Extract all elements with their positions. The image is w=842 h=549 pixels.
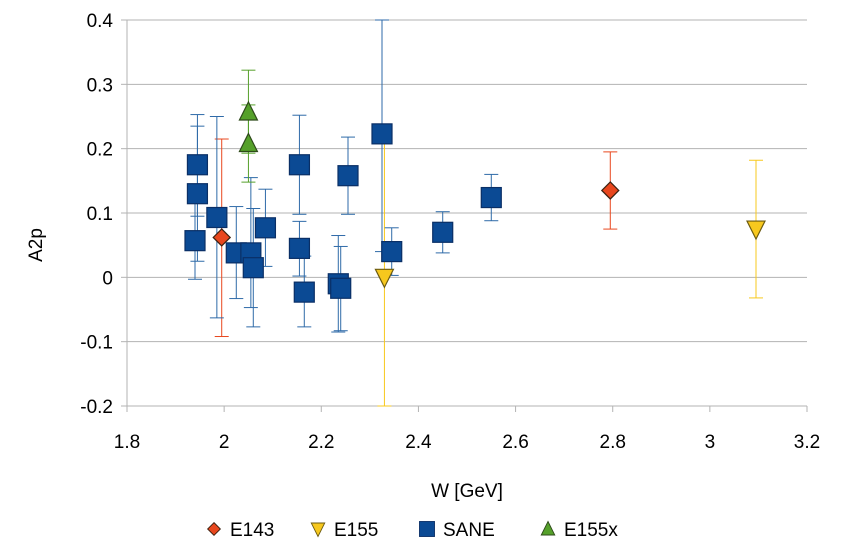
y-tick-label: 0.1 — [87, 204, 113, 225]
x-axis-title: W [GeV] — [431, 481, 503, 502]
point-sane — [206, 206, 228, 229]
legend-label-e155: E155 — [334, 520, 378, 541]
point-sane — [184, 230, 206, 252]
axes — [121, 19, 808, 412]
x-tick-label: 2 — [219, 432, 230, 453]
legend: E143 E155 SANE E155x — [206, 520, 618, 541]
point-sane — [337, 165, 359, 187]
x-tick-label: 2.6 — [502, 432, 528, 453]
y-axis-title: A2p — [26, 228, 47, 262]
point-sane — [186, 183, 209, 205]
point-sane — [432, 221, 454, 243]
point-sane — [371, 123, 393, 145]
point-sane — [288, 154, 311, 176]
legend-marker-e155x — [540, 520, 556, 536]
legend-marker-e155 — [310, 522, 326, 538]
x-tick-label: 2.2 — [308, 432, 334, 453]
point-sane — [186, 154, 209, 176]
point-e143 — [212, 228, 232, 247]
y-tick-label: -0.1 — [80, 333, 113, 354]
legend-label-sane: SANE — [443, 520, 495, 541]
y-tick-label: 0 — [102, 268, 113, 289]
x-tick-label: 3.2 — [794, 432, 820, 453]
legend-label-e155x: E155x — [564, 520, 618, 541]
data-markers — [184, 100, 766, 303]
y-tick-label: 0.4 — [87, 11, 114, 32]
x-tick-label: 2.8 — [600, 432, 626, 453]
tick-labels: 0.4 0.3 0.2 0.1 0 -0.1 -0.21.8 2 2.2 2.4 2.6 2.8 3 3.… — [80, 11, 820, 453]
legend-label-e143: E143 — [230, 520, 274, 541]
gridlines — [127, 19, 807, 407]
point-sane — [480, 186, 502, 209]
x-tick-label: 3 — [705, 432, 716, 453]
y-tick-label: 0.3 — [87, 75, 113, 96]
point-e155x — [238, 100, 259, 121]
legend-marker-e143 — [206, 521, 222, 537]
x-tick-label: 2.4 — [405, 432, 432, 453]
point-sane — [381, 241, 403, 263]
point-sane — [330, 277, 352, 299]
y-tick-label: 0.2 — [87, 140, 113, 161]
point-sane — [254, 217, 277, 239]
x-tick-label: 1.8 — [114, 432, 140, 453]
point-sane — [288, 237, 311, 259]
point-e143 — [600, 181, 620, 200]
point-e155x — [238, 132, 259, 153]
y-tick-label: -0.2 — [80, 397, 113, 418]
point-e155 — [746, 220, 766, 241]
legend-marker-sane — [419, 521, 435, 537]
point-sane — [242, 257, 264, 279]
point-e155 — [374, 268, 395, 289]
point-sane — [293, 281, 315, 303]
